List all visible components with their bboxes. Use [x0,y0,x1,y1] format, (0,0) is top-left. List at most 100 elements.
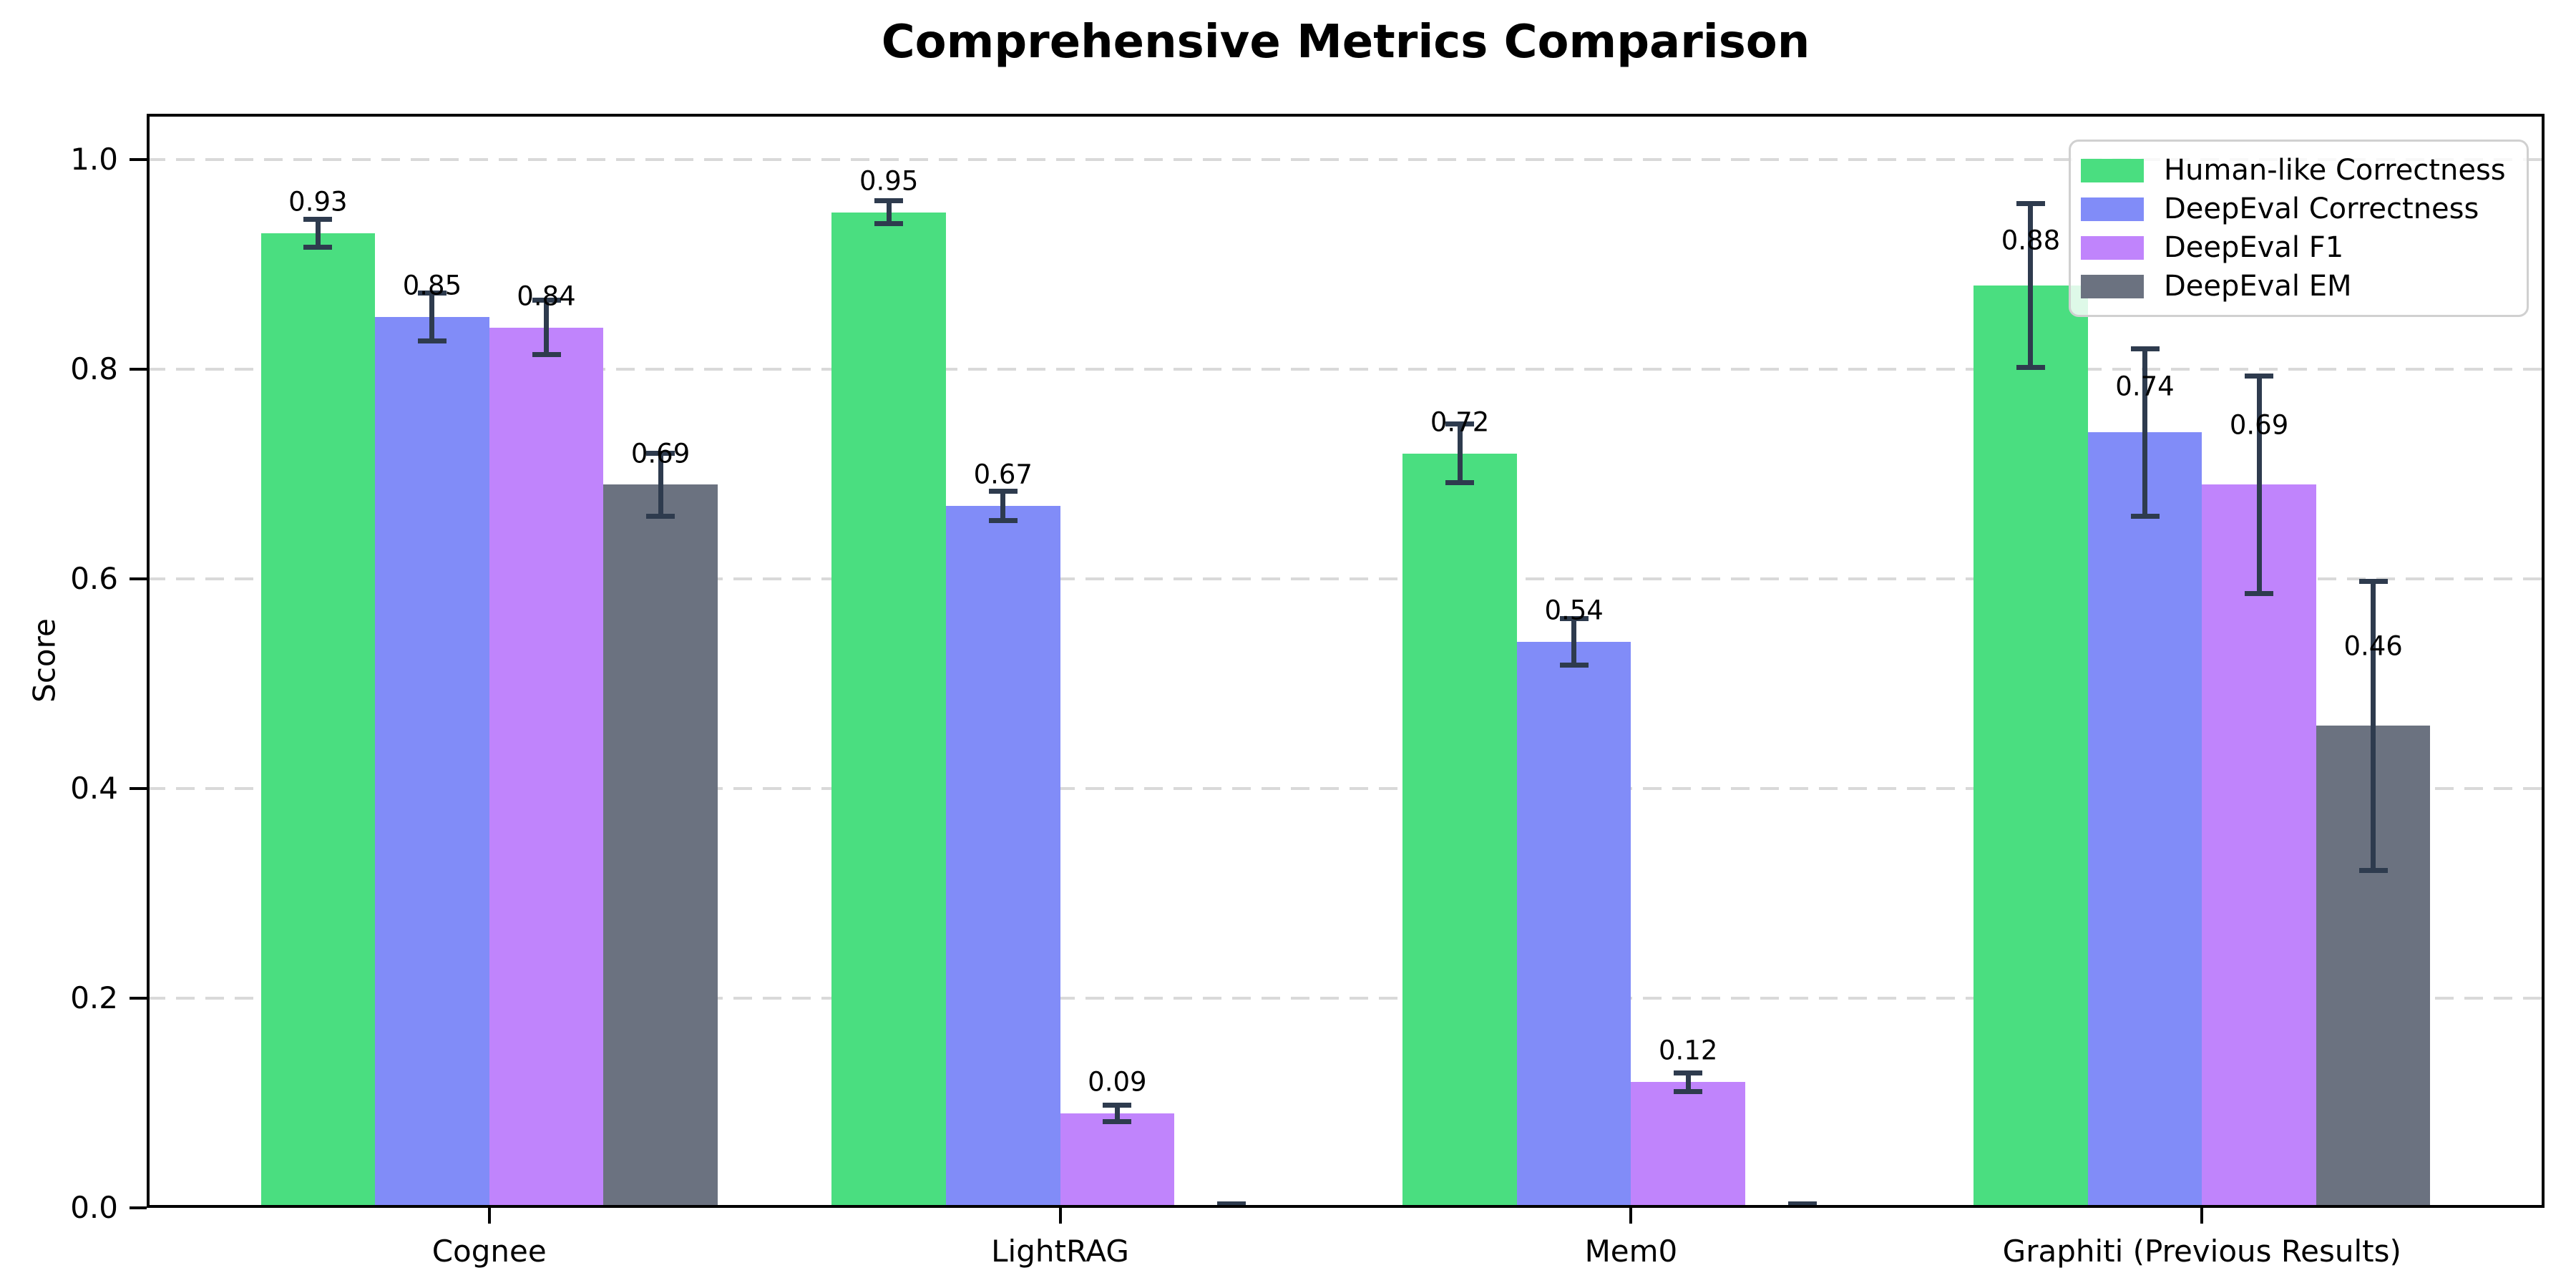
error-bar-cap-bottom [1559,662,1589,668]
bar-value-label: 0.95 [859,165,919,197]
gridline [147,997,2545,1000]
error-bar-cap-bottom [417,338,447,344]
y-tick-label: 0.6 [70,561,118,597]
y-tick-mark [130,787,147,791]
legend-swatch [2081,197,2144,221]
bar-value-label: 0.69 [2229,409,2289,441]
error-bar-cap-top [2130,346,2160,351]
error-bar-line [1457,424,1463,483]
error-bar-cap-top [1216,1201,1246,1206]
y-tick-mark [130,997,147,1000]
bar [1631,1082,1745,1208]
error-bar-cap-bottom [2245,591,2274,597]
bar-value-label: 0.72 [1430,406,1490,438]
error-bar-cap-top [874,198,904,204]
x-tick-label: Cognee [431,1234,547,1269]
error-bar-line [658,453,663,517]
x-tick-label: Graphiti (Previous Results) [2002,1234,2401,1269]
bar-value-label: 0.54 [1544,595,1604,626]
error-bar-cap-bottom [2358,867,2388,873]
error-bar-line [2028,203,2034,368]
error-bar-line [315,219,321,247]
gridline [147,787,2545,791]
bar [260,233,376,1208]
error-bar-line [886,200,892,224]
error-bar-line [429,293,435,341]
bar-value-label: 0.85 [402,270,462,301]
y-tick-label: 0.8 [70,351,118,387]
legend-label: DeepEval F1 [2164,231,2344,264]
gridline [147,577,2545,581]
legend-item: DeepEval EM [2081,272,2527,301]
y-tick-label: 1.0 [70,142,118,177]
x-tick-mark [487,1208,491,1224]
x-tick-mark [1629,1208,1633,1224]
gridline [147,368,2545,371]
bar [946,505,1060,1208]
plot-area: 0.93 0.95 0.72 0.88 0.85 0.67 0.54 0.74 0.84 0.09… [70,114,2545,1269]
legend-swatch [2081,158,2144,182]
legend-swatch [2081,235,2144,260]
error-bar-line [1000,491,1006,521]
bar-value-label: 0.09 [1088,1066,1147,1098]
legend-label: Human-like Correctness [2164,154,2506,187]
error-bar-cap-top [2358,578,2388,584]
error-bar-cap-bottom [532,352,561,358]
legend-item: Human-like Correctness [2081,156,2527,185]
bar-value-label: 0.93 [288,186,348,218]
error-bar-cap-top [1103,1102,1132,1108]
bar [1516,642,1631,1208]
bar [1974,286,2088,1208]
legend-item: DeepEval F1 [2081,233,2527,262]
x-tick-mark [1058,1208,1062,1224]
bar [489,327,604,1208]
legend-label: DeepEval EM [2164,270,2352,303]
y-tick-mark [130,1206,147,1209]
y-tick-mark [130,577,147,581]
legend: Human-like Correctness DeepEval Correctne… [2069,140,2529,317]
error-bar-cap-top [417,290,447,296]
error-bar-line [2256,376,2262,594]
error-bar-line [1114,1105,1120,1122]
bar [603,484,718,1208]
legend-item: DeepEval Correctness [2081,195,2527,223]
bar-value-label: 0.12 [1659,1035,1718,1066]
bar [831,212,946,1208]
x-tick-label: Mem0 [1584,1234,1678,1269]
error-bar-cap-bottom [303,244,333,250]
error-bar-cap-top [532,298,561,303]
error-bar-cap-bottom [988,517,1018,523]
bar-value-label: 0.84 [517,280,576,312]
error-bar-cap-bottom [1674,1088,1703,1094]
legend-label: DeepEval Correctness [2164,192,2479,225]
error-bar-cap-top [646,451,675,457]
error-bar-cap-top [2245,373,2274,379]
bar-value-label: 0.88 [2001,225,2061,256]
error-bar-line [2142,348,2147,517]
x-tick-mark [2200,1208,2204,1224]
error-bar-cap-bottom [2016,364,2045,370]
y-tick-mark [130,368,147,371]
bar [1060,1113,1175,1208]
error-bar-cap-bottom [1445,480,1475,486]
bar [375,317,489,1208]
error-bar-line [544,300,549,355]
error-bar-cap-top [1787,1201,1817,1206]
error-bar-line [2371,581,2376,871]
error-bar-cap-bottom [2130,513,2160,519]
error-bar-cap-bottom [874,221,904,227]
error-bar-line [1571,618,1577,665]
bar-value-label: 0.69 [630,438,691,469]
chart-title: Comprehensive Metrics Comparison [881,16,1810,69]
y-tick-label: 0.0 [70,1190,118,1225]
bar [2087,432,2202,1208]
x-tick-label: LightRAG [991,1234,1129,1269]
bar-value-label: 0.46 [2343,630,2403,662]
y-tick-label: 0.2 [70,980,118,1016]
error-bar-cap-top [303,217,333,223]
y-axis-label: Score [26,618,62,703]
error-bar-cap-top [2016,201,2045,207]
bar [1402,453,1517,1208]
error-bar-cap-top [1559,616,1589,622]
error-bar-cap-bottom [1103,1119,1132,1125]
